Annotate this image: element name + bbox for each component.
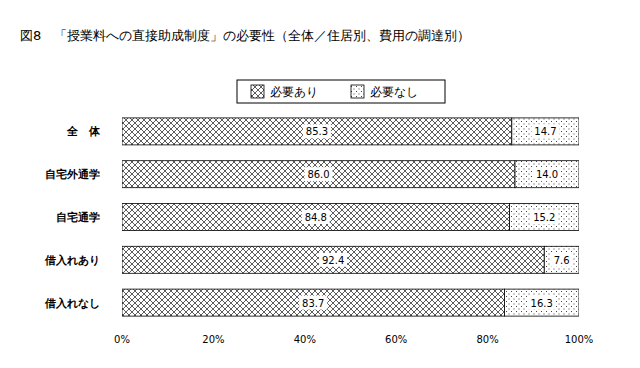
data-label: 7.6 [554, 255, 570, 266]
bar-segment [122, 289, 505, 316]
category-label: 自宅外通学 [45, 168, 100, 181]
x-tick-label: 0% [114, 334, 130, 345]
bar-segment [544, 246, 579, 273]
legend-swatch [251, 85, 264, 98]
title: 図8 「授業料への直接助成制度」の必要性（全体／住居別、費用の調達別） [20, 28, 470, 43]
data-label: 14.7 [534, 126, 556, 137]
data-label-bg [319, 253, 347, 267]
x-tick [396, 324, 397, 327]
data-label: 14.0 [536, 169, 558, 180]
x-tick [579, 324, 580, 327]
legend: 必要あり 必要なし [237, 80, 445, 103]
data-label-bg [531, 124, 559, 138]
data-label-bg [302, 210, 330, 224]
data-label-bg [528, 296, 556, 310]
data-label-bg [299, 296, 327, 310]
bar-segment [512, 118, 579, 145]
data-label: 16.3 [531, 298, 553, 309]
data-label-bg [533, 167, 561, 181]
data-labels: 85.3 14.7 86.0 14.0 84.8 15.2 92.4 7.6 83.7 16.3 [299, 124, 572, 309]
data-label: 92.4 [322, 255, 344, 266]
data-label: 86.0 [307, 169, 329, 180]
bar-segment [122, 246, 544, 273]
x-tick [122, 324, 123, 327]
x-tick-label: 40% [294, 334, 316, 345]
chart-root: 図8 「授業料への直接助成制度」の必要性（全体／住居別、費用の調達別）必要あり必… [0, 0, 640, 368]
x-tick-label: 20% [202, 334, 224, 345]
x-tick [487, 324, 488, 327]
legend-swatch [351, 85, 364, 98]
category-label: 自宅通学 [56, 211, 100, 224]
data-label-bg [305, 167, 333, 181]
bars [122, 118, 579, 316]
data-label: 85.3 [306, 126, 328, 137]
legend-label: 必要あり [270, 85, 318, 99]
data-label-bg [303, 124, 331, 138]
legend-box [237, 80, 445, 103]
category-label: 借入れなし [44, 297, 100, 310]
data-label-bg [551, 253, 573, 267]
category-label: 借入れあり [44, 254, 100, 267]
category-label: 全 体 [66, 125, 101, 138]
bar-segment [122, 161, 515, 188]
bar-segment [122, 204, 510, 231]
bar-segment [122, 118, 512, 145]
data-label: 83.7 [302, 298, 324, 309]
bar-segment [510, 204, 579, 231]
x-tick [213, 324, 214, 327]
bar-segment [515, 161, 579, 188]
x-tick-label: 100% [565, 334, 594, 345]
data-label: 15.2 [533, 212, 555, 223]
bar-segment [505, 289, 579, 316]
x-tick [304, 324, 305, 327]
x-tick-label: 60% [385, 334, 407, 345]
legend-label: 必要なし [370, 85, 418, 99]
data-label: 84.8 [305, 212, 327, 223]
data-label-bg [530, 210, 558, 224]
x-tick-label: 80% [476, 334, 498, 345]
